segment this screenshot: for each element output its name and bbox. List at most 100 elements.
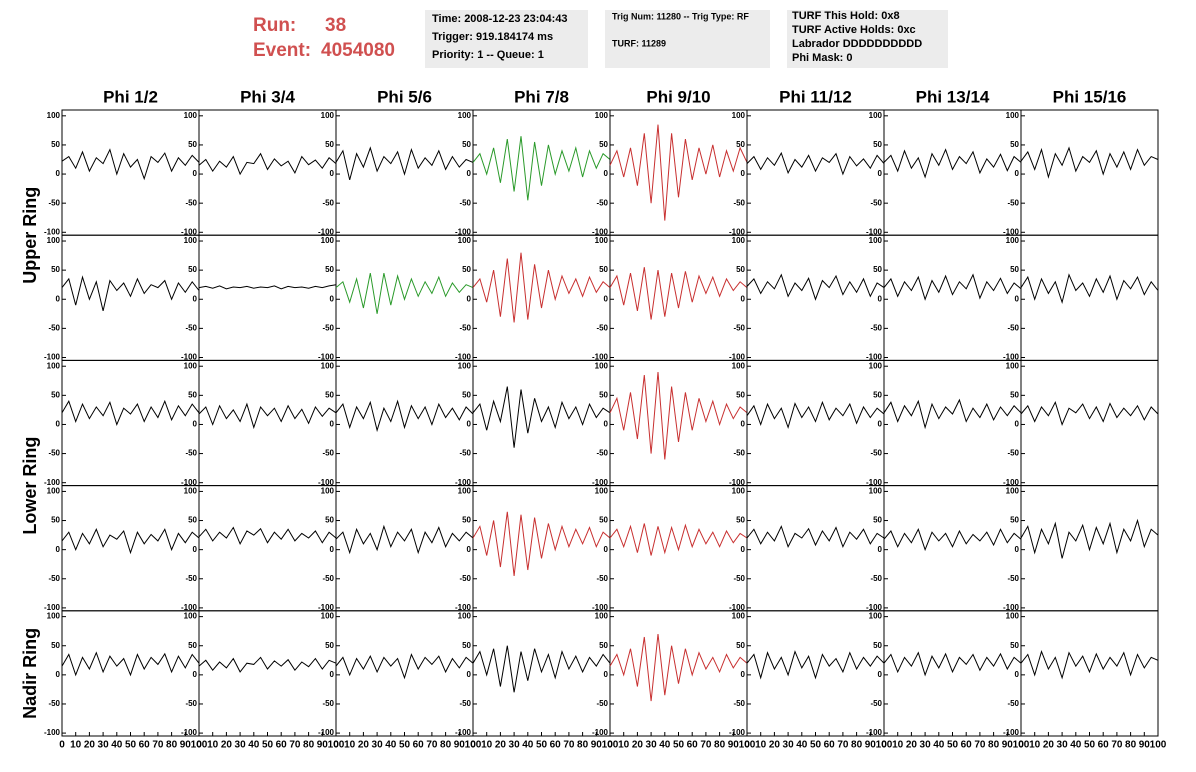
y-tick-label: 50 (599, 390, 608, 399)
x-tick-label: 10 (618, 740, 630, 751)
x-tick-label: 70 (152, 740, 164, 751)
y-tick-label: -100 (1003, 353, 1020, 362)
y-tick-label: 0 (604, 169, 609, 178)
y-tick-label: -50 (733, 323, 745, 332)
x-tick-label: 30 (235, 740, 247, 751)
waveform (472, 511, 611, 576)
y-tick-label: 0 (1015, 294, 1020, 303)
x-tick-label: 0 (607, 740, 613, 751)
y-tick-label: 0 (467, 294, 472, 303)
y-tick-label: 0 (604, 294, 609, 303)
y-tick-label: 50 (873, 140, 882, 149)
x-tick-label: 20 (84, 740, 96, 751)
y-tick-label: -50 (459, 198, 471, 207)
y-tick-label: 0 (330, 294, 335, 303)
y-tick-label: 50 (51, 390, 60, 399)
x-tick-label: 10 (70, 740, 82, 751)
waveform (883, 273, 1022, 301)
x-tick-label: 30 (98, 740, 110, 751)
waveform (198, 152, 337, 176)
x-tick-label: 90 (865, 740, 877, 751)
y-tick-label: 100 (184, 361, 198, 370)
y-tick-label: 0 (1015, 420, 1020, 429)
column-label: Phi 13/14 (916, 87, 990, 106)
panel-frame (198, 109, 337, 236)
y-tick-label: -50 (459, 699, 471, 708)
y-tick-label: -50 (596, 699, 608, 708)
x-tick-label: 50 (810, 740, 822, 751)
y-tick-label: 0 (1015, 169, 1020, 178)
waveform (335, 272, 474, 314)
x-tick-label: 20 (495, 740, 507, 751)
y-tick-label: -50 (185, 198, 197, 207)
y-tick-label: 100 (458, 236, 472, 245)
panel-frame (746, 109, 885, 236)
ring-label: Lower Ring (20, 437, 40, 535)
y-tick-label: 0 (56, 420, 61, 429)
y-tick-label: 50 (188, 516, 197, 525)
y-tick-label: 50 (1010, 516, 1019, 525)
y-tick-label: 50 (736, 390, 745, 399)
y-tick-label: -50 (459, 574, 471, 583)
waveform (198, 526, 337, 545)
y-tick-label: -50 (48, 198, 60, 207)
y-tick-label: -50 (48, 699, 60, 708)
y-tick-label: -50 (322, 699, 334, 708)
y-tick-label: -100 (1003, 227, 1020, 236)
y-tick-label: 100 (595, 236, 609, 245)
y-tick-label: 50 (1010, 140, 1019, 149)
y-tick-label: -100 (1003, 603, 1020, 612)
x-tick-label: 30 (920, 740, 932, 751)
y-tick-label: 100 (184, 612, 198, 621)
y-tick-label: 100 (458, 487, 472, 496)
x-tick-label: 80 (577, 740, 589, 751)
x-tick-label: 40 (796, 740, 808, 751)
y-tick-label: 100 (184, 236, 198, 245)
panel-frame (1020, 359, 1159, 487)
y-tick-label: -50 (870, 699, 882, 708)
info-text: Labrador DDDDDDDDDD (792, 38, 922, 50)
x-tick-label: 90 (728, 740, 740, 751)
x-tick-label: 20 (632, 740, 644, 751)
y-tick-label: 50 (1010, 265, 1019, 274)
x-tick-label: 20 (769, 740, 781, 751)
x-tick-label: 30 (509, 740, 521, 751)
panel-frame (1020, 610, 1159, 737)
info-text: TURF: 11289 (612, 38, 666, 48)
x-tick-label: 10 (481, 740, 493, 751)
x-tick-label: 100 (739, 740, 756, 751)
y-tick-label: -100 (455, 728, 472, 737)
info-box (787, 10, 948, 68)
x-tick-label: 0 (470, 740, 476, 751)
ring-label: Nadir Ring (20, 628, 40, 719)
y-tick-label: 50 (325, 390, 334, 399)
y-tick-label: -100 (866, 227, 883, 236)
y-tick-label: 50 (873, 265, 882, 274)
x-tick-label: 40 (111, 740, 123, 751)
waveform (746, 151, 885, 176)
y-tick-label: 100 (595, 612, 609, 621)
y-tick-label: 0 (193, 294, 198, 303)
y-tick-label: 0 (193, 169, 198, 178)
panel-frame (472, 234, 611, 361)
run-label: Run: (253, 15, 296, 36)
y-tick-label: 50 (188, 390, 197, 399)
y-tick-label: -50 (48, 323, 60, 332)
y-tick-label: 0 (604, 420, 609, 429)
y-tick-label: -100 (592, 478, 609, 487)
y-tick-label: 50 (188, 265, 197, 274)
y-tick-label: 100 (732, 612, 746, 621)
y-tick-label: 100 (47, 361, 61, 370)
column-label: Phi 5/6 (377, 87, 432, 106)
panel-frame (472, 485, 611, 612)
y-tick-label: 0 (1015, 670, 1020, 679)
y-tick-label: -100 (181, 728, 198, 737)
x-tick-label: 50 (947, 740, 959, 751)
x-tick-label: 60 (1098, 740, 1110, 751)
y-tick-label: 100 (732, 111, 746, 120)
x-tick-label: 80 (166, 740, 178, 751)
waveform (1020, 518, 1159, 559)
y-tick-label: -100 (592, 353, 609, 362)
info-box (605, 10, 770, 68)
y-tick-label: 0 (467, 670, 472, 679)
